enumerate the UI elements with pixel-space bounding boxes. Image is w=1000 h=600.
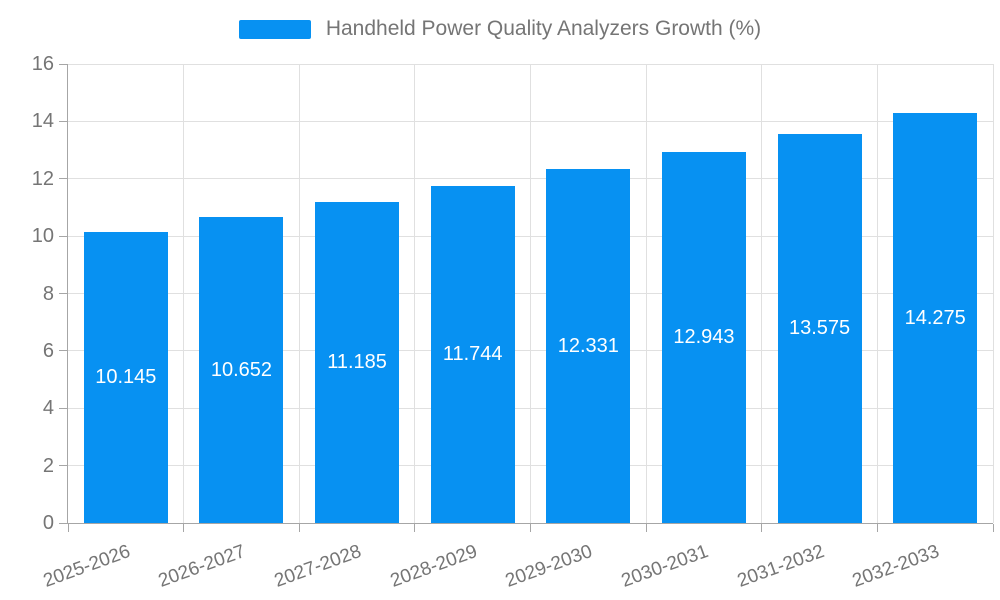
x-axis-tick [67,524,69,532]
bar-value-label: 11.744 [442,343,503,366]
bar[interactable]: 14.275 [893,113,978,523]
bar-value-label: 10.652 [210,358,273,381]
bar[interactable]: 10.652 [199,217,284,523]
x-axis-tick [645,524,647,532]
bar-value-label: 12.331 [557,334,619,357]
x-axis-tick [530,524,531,532]
y-axis-tick-label: 10 [31,225,54,248]
bar[interactable]: 11.744 [430,186,515,523]
bar[interactable]: 11.185 [315,202,400,523]
x-gridline [992,64,994,523]
y-axis-tick-label: 4 [42,397,54,420]
legend-label: Handheld Power Quality Analyzers Growth … [325,17,762,40]
y-axis-tick-label: 0 [42,512,54,534]
x-axis-tick [298,524,300,532]
bar-value-label: 13.575 [788,316,851,339]
y-axis-tick-label: 14 [31,110,54,133]
plot-area: 0 2 4 6 8 10 12 14 16 10.145 2025-2026 10.652 2026-2… [32,53,994,592]
x-axis-tick [876,524,878,532]
x-gridline [761,64,763,523]
x-gridline [645,64,647,523]
y-axis-tick [59,235,67,237]
y-axis-tick-label: 12 [31,167,54,190]
x-gridline [876,64,878,523]
bar-value-label: 14.275 [904,306,966,329]
bar[interactable]: 10.145 [83,231,168,523]
x-gridline [414,64,416,523]
y-axis-tick [59,178,67,180]
bar[interactable]: 12.943 [661,151,746,523]
y-axis-tick [59,522,67,524]
x-gridline [183,64,185,523]
x-axis-tick [414,524,416,532]
y-axis-tick-label: 2 [42,454,54,477]
legend-swatch [238,19,311,39]
y-axis-tick-label: 16 [31,53,54,75]
y-axis-tick [59,407,67,409]
x-axis-tick [183,524,185,532]
y-axis-tick-label: 8 [42,282,54,305]
bar[interactable]: 12.331 [546,169,631,523]
bar-value-label: 11.185 [327,351,387,374]
bar[interactable]: 13.575 [777,133,862,523]
x-gridline [530,64,531,523]
y-axis-tick [59,350,67,352]
bar-value-label: 10.145 [95,365,157,388]
y-axis-tick [59,293,67,294]
bar-value-label: 12.943 [673,325,735,348]
y-axis-tick-label: 6 [42,339,54,362]
y-axis-tick [59,465,67,467]
x-axis-tick [761,524,763,532]
y-axis-tick [59,120,67,122]
x-axis-tick [992,524,994,532]
x-gridline [298,64,300,523]
y-axis-tick [59,63,67,65]
chart-legend[interactable]: Handheld Power Quality Analyzers Growth … [0,16,1000,42]
